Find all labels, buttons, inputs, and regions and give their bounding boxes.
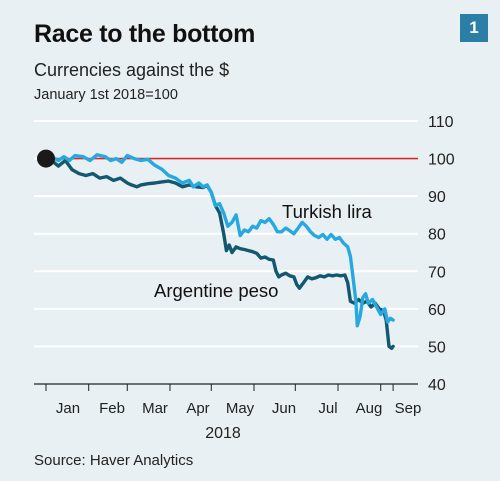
y-tick-label: 80	[428, 227, 446, 244]
series-lines	[37, 149, 395, 350]
x-tick-label: Mar	[142, 400, 168, 417]
x-axis: Jan Feb Mar Apr May Jun Jul Aug Sep 2018	[34, 383, 422, 442]
turkish-lira-line	[44, 153, 395, 328]
chart-number-badge: 1	[460, 14, 488, 42]
y-tick-label: 60	[428, 302, 446, 319]
y-tick-label: 110	[428, 114, 454, 131]
y-tick-label: 40	[428, 377, 446, 394]
x-tick-label: Jan	[56, 400, 80, 417]
base-point-marker	[37, 149, 55, 168]
x-tick-label: May	[226, 400, 255, 417]
chart-title: Race to the bottom	[34, 20, 255, 48]
turkish-lira-label: Turkish lira	[282, 201, 372, 222]
x-tick-label: Jul	[318, 400, 337, 417]
y-axis-tick-labels: 110 100 90 80 70 60 50 40	[428, 114, 455, 394]
source-note: Source: Haver Analytics	[34, 452, 194, 469]
y-tick-label: 100	[428, 152, 455, 169]
x-axis-year-label: 2018	[205, 425, 241, 442]
y-tick-label: 90	[428, 189, 446, 206]
y-tick-label: 70	[428, 264, 446, 281]
y-tick-label: 50	[428, 339, 446, 356]
argentine-peso-line	[44, 156, 395, 350]
x-tick-label: Apr	[186, 400, 209, 417]
series-labels: Turkish lira Argentine peso	[154, 201, 372, 301]
x-tick-label: Jun	[272, 400, 296, 417]
x-tick-label: Feb	[99, 400, 125, 417]
x-tick-label: Sep	[395, 400, 422, 417]
argentine-peso-label: Argentine peso	[154, 280, 278, 301]
x-tick-label: Aug	[356, 400, 383, 417]
chart-subtitle: Currencies against the $	[34, 60, 230, 80]
chart-index-note: January 1st 2018=100	[34, 87, 178, 103]
